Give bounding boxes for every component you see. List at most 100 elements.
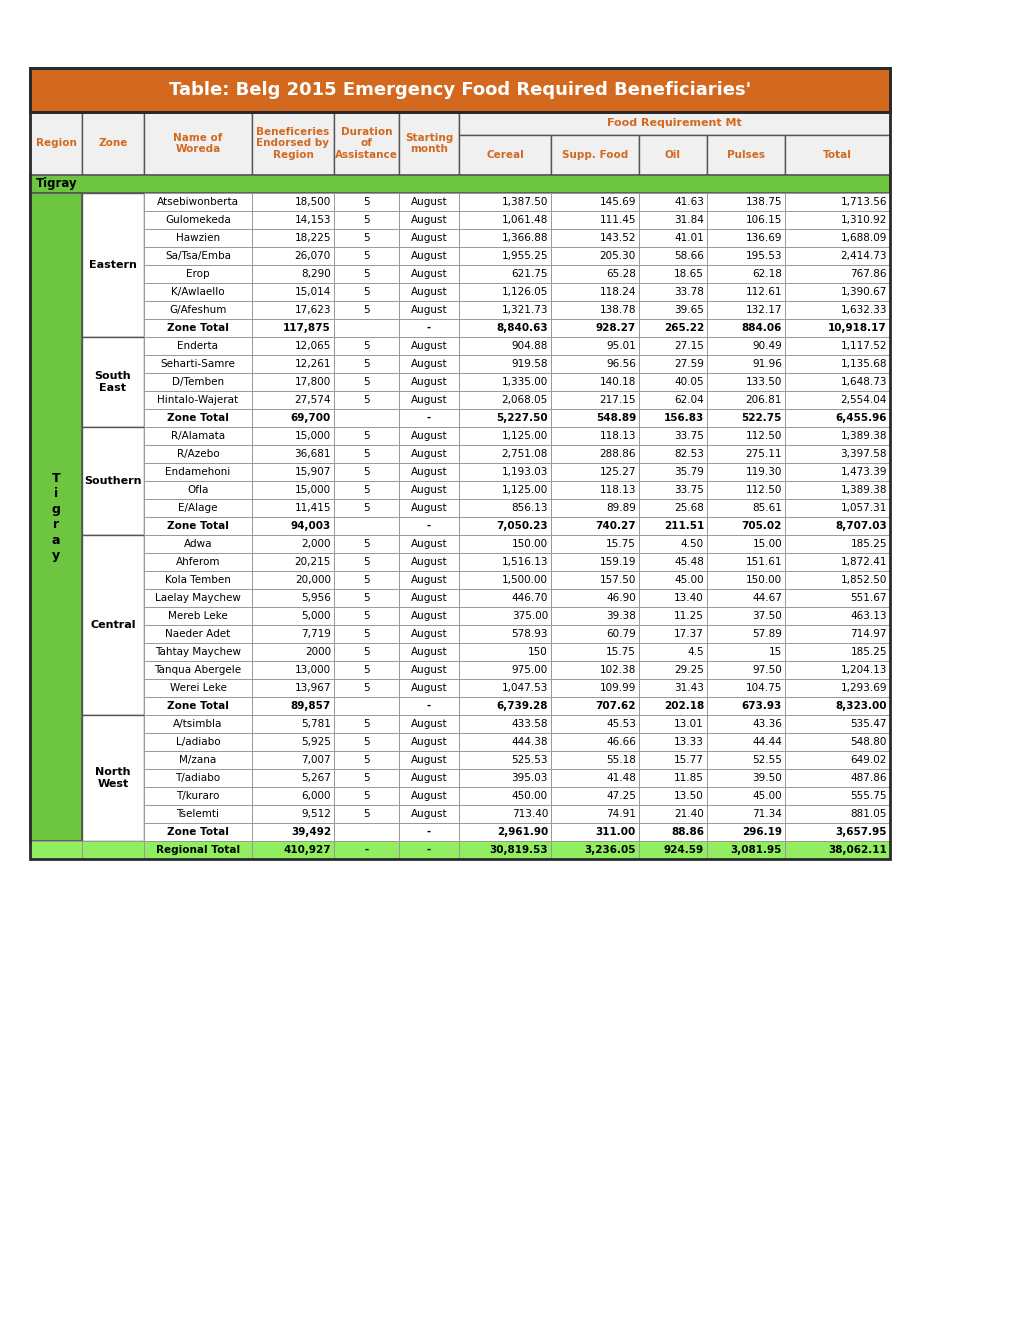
- Bar: [459, 553, 550, 572]
- Text: 5: 5: [363, 539, 370, 549]
- Bar: [252, 733, 333, 751]
- Text: 975.00: 975.00: [512, 665, 547, 675]
- Text: 111.45: 111.45: [599, 215, 636, 224]
- Bar: [459, 733, 550, 751]
- Text: Name of
Woreda: Name of Woreda: [173, 133, 222, 154]
- Text: Ofla: Ofla: [187, 484, 209, 495]
- Text: August: August: [411, 197, 447, 207]
- Text: 20,215: 20,215: [294, 557, 331, 568]
- Text: 1,688.09: 1,688.09: [840, 234, 887, 243]
- Bar: [144, 445, 252, 463]
- Text: 13,967: 13,967: [294, 682, 331, 693]
- Text: Region: Region: [36, 139, 76, 149]
- Bar: [82, 426, 144, 535]
- Text: 5: 5: [363, 378, 370, 387]
- Bar: [333, 193, 398, 211]
- Text: 2,554.04: 2,554.04: [840, 395, 887, 405]
- Bar: [252, 228, 333, 247]
- Bar: [638, 553, 706, 572]
- Bar: [706, 426, 785, 445]
- Bar: [333, 553, 398, 572]
- Text: 2000: 2000: [305, 647, 331, 657]
- Bar: [252, 319, 333, 337]
- Bar: [638, 822, 706, 841]
- Bar: [30, 112, 82, 176]
- Bar: [333, 715, 398, 733]
- Bar: [333, 841, 398, 859]
- Text: Tanqua Abergele: Tanqua Abergele: [154, 665, 242, 675]
- Bar: [706, 770, 785, 787]
- Text: 548.89: 548.89: [595, 413, 636, 422]
- Text: 138.75: 138.75: [745, 197, 782, 207]
- Text: August: August: [411, 737, 447, 747]
- Text: 1,047.53: 1,047.53: [501, 682, 547, 693]
- Bar: [785, 480, 890, 499]
- Text: -: -: [427, 828, 431, 837]
- Text: 44.67: 44.67: [751, 593, 782, 603]
- Text: 3,397.58: 3,397.58: [840, 449, 887, 459]
- Text: A/tsimbla: A/tsimbla: [173, 719, 222, 729]
- Text: 5: 5: [363, 432, 370, 441]
- Text: August: August: [411, 557, 447, 568]
- Bar: [459, 319, 550, 337]
- Bar: [459, 211, 550, 228]
- Bar: [706, 337, 785, 355]
- Bar: [398, 499, 459, 517]
- Bar: [333, 661, 398, 678]
- Text: 288.86: 288.86: [599, 449, 636, 459]
- Bar: [144, 822, 252, 841]
- Bar: [398, 715, 459, 733]
- Bar: [398, 697, 459, 715]
- Text: 1,387.50: 1,387.50: [501, 197, 547, 207]
- Bar: [785, 733, 890, 751]
- Text: 649.02: 649.02: [850, 755, 887, 766]
- Bar: [252, 445, 333, 463]
- Text: 185.25: 185.25: [850, 539, 887, 549]
- Text: 150.00: 150.00: [745, 576, 782, 585]
- Bar: [398, 572, 459, 589]
- Text: 18.65: 18.65: [674, 269, 703, 279]
- Bar: [706, 787, 785, 805]
- Bar: [459, 822, 550, 841]
- Text: 5: 5: [363, 234, 370, 243]
- Bar: [550, 301, 638, 319]
- Text: 5: 5: [363, 359, 370, 370]
- Bar: [398, 643, 459, 661]
- Text: 132.17: 132.17: [745, 305, 782, 315]
- Text: Zone Total: Zone Total: [167, 701, 228, 711]
- Bar: [638, 697, 706, 715]
- Text: Zone: Zone: [98, 139, 127, 149]
- Text: 195.53: 195.53: [745, 251, 782, 261]
- Bar: [398, 770, 459, 787]
- Bar: [459, 247, 550, 265]
- Text: 1,321.73: 1,321.73: [501, 305, 547, 315]
- Text: 39.50: 39.50: [752, 774, 782, 783]
- Bar: [638, 337, 706, 355]
- Bar: [638, 535, 706, 553]
- Text: 13.40: 13.40: [674, 593, 703, 603]
- Text: August: August: [411, 576, 447, 585]
- Bar: [333, 355, 398, 374]
- Text: 1,366.88: 1,366.88: [501, 234, 547, 243]
- Bar: [333, 409, 398, 426]
- Text: 45.00: 45.00: [752, 791, 782, 801]
- Text: 30,819.53: 30,819.53: [489, 845, 547, 855]
- Bar: [459, 426, 550, 445]
- Bar: [706, 697, 785, 715]
- Bar: [144, 355, 252, 374]
- Bar: [144, 499, 252, 517]
- Bar: [638, 787, 706, 805]
- Bar: [550, 661, 638, 678]
- Text: 211.51: 211.51: [663, 521, 703, 531]
- Text: Zone Total: Zone Total: [167, 413, 228, 422]
- Bar: [785, 337, 890, 355]
- Bar: [550, 572, 638, 589]
- Bar: [550, 319, 638, 337]
- Bar: [252, 589, 333, 607]
- Bar: [706, 661, 785, 678]
- Bar: [398, 228, 459, 247]
- Text: 27,574: 27,574: [294, 395, 331, 405]
- Bar: [144, 715, 252, 733]
- Text: August: August: [411, 359, 447, 370]
- Bar: [706, 228, 785, 247]
